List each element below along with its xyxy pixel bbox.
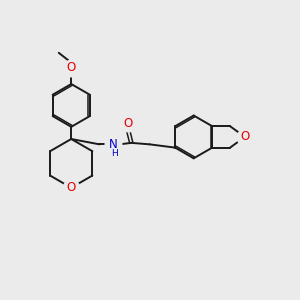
Text: O: O: [67, 181, 76, 194]
Text: O: O: [67, 61, 76, 74]
Text: N: N: [109, 138, 117, 151]
Text: H: H: [111, 149, 118, 158]
Text: O: O: [123, 117, 132, 130]
Text: O: O: [240, 130, 250, 143]
